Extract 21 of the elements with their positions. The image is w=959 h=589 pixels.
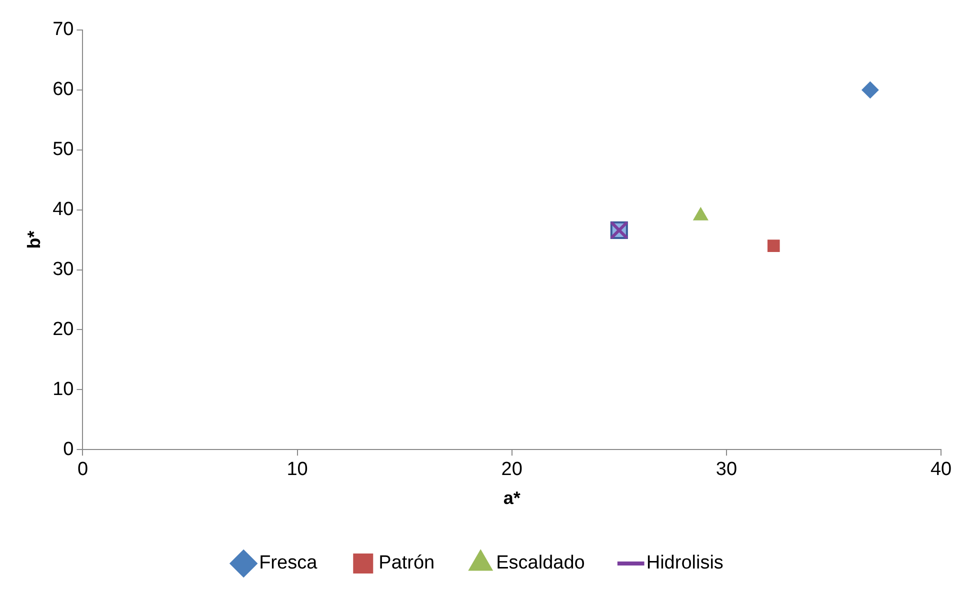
x-tick-label: 40	[930, 459, 952, 480]
y-tick-label: 70	[52, 19, 74, 40]
legend-label: Fresca	[259, 552, 318, 574]
y-tick-label: 0	[63, 438, 74, 460]
x-axis-title: a*	[503, 488, 520, 508]
x-tick-label: 20	[501, 459, 522, 480]
y-tick-label: 60	[52, 79, 74, 100]
y-axis-title: b*	[24, 230, 44, 249]
legend-label: Hidrolisis	[646, 552, 724, 574]
x-tick-label: 0	[77, 459, 88, 480]
y-tick-label: 50	[52, 139, 74, 160]
legend-label: Escaldado	[496, 552, 585, 574]
y-tick-label: 20	[52, 318, 74, 340]
x-tick-label: 30	[716, 459, 738, 480]
point	[862, 81, 879, 98]
point	[767, 240, 780, 252]
y-tick-label: 30	[52, 259, 74, 280]
y-tick-label: 40	[52, 199, 74, 220]
x-tick-label: 10	[286, 459, 308, 480]
y-tick-label: 10	[52, 378, 74, 400]
legend-label: Patrón	[378, 552, 435, 574]
